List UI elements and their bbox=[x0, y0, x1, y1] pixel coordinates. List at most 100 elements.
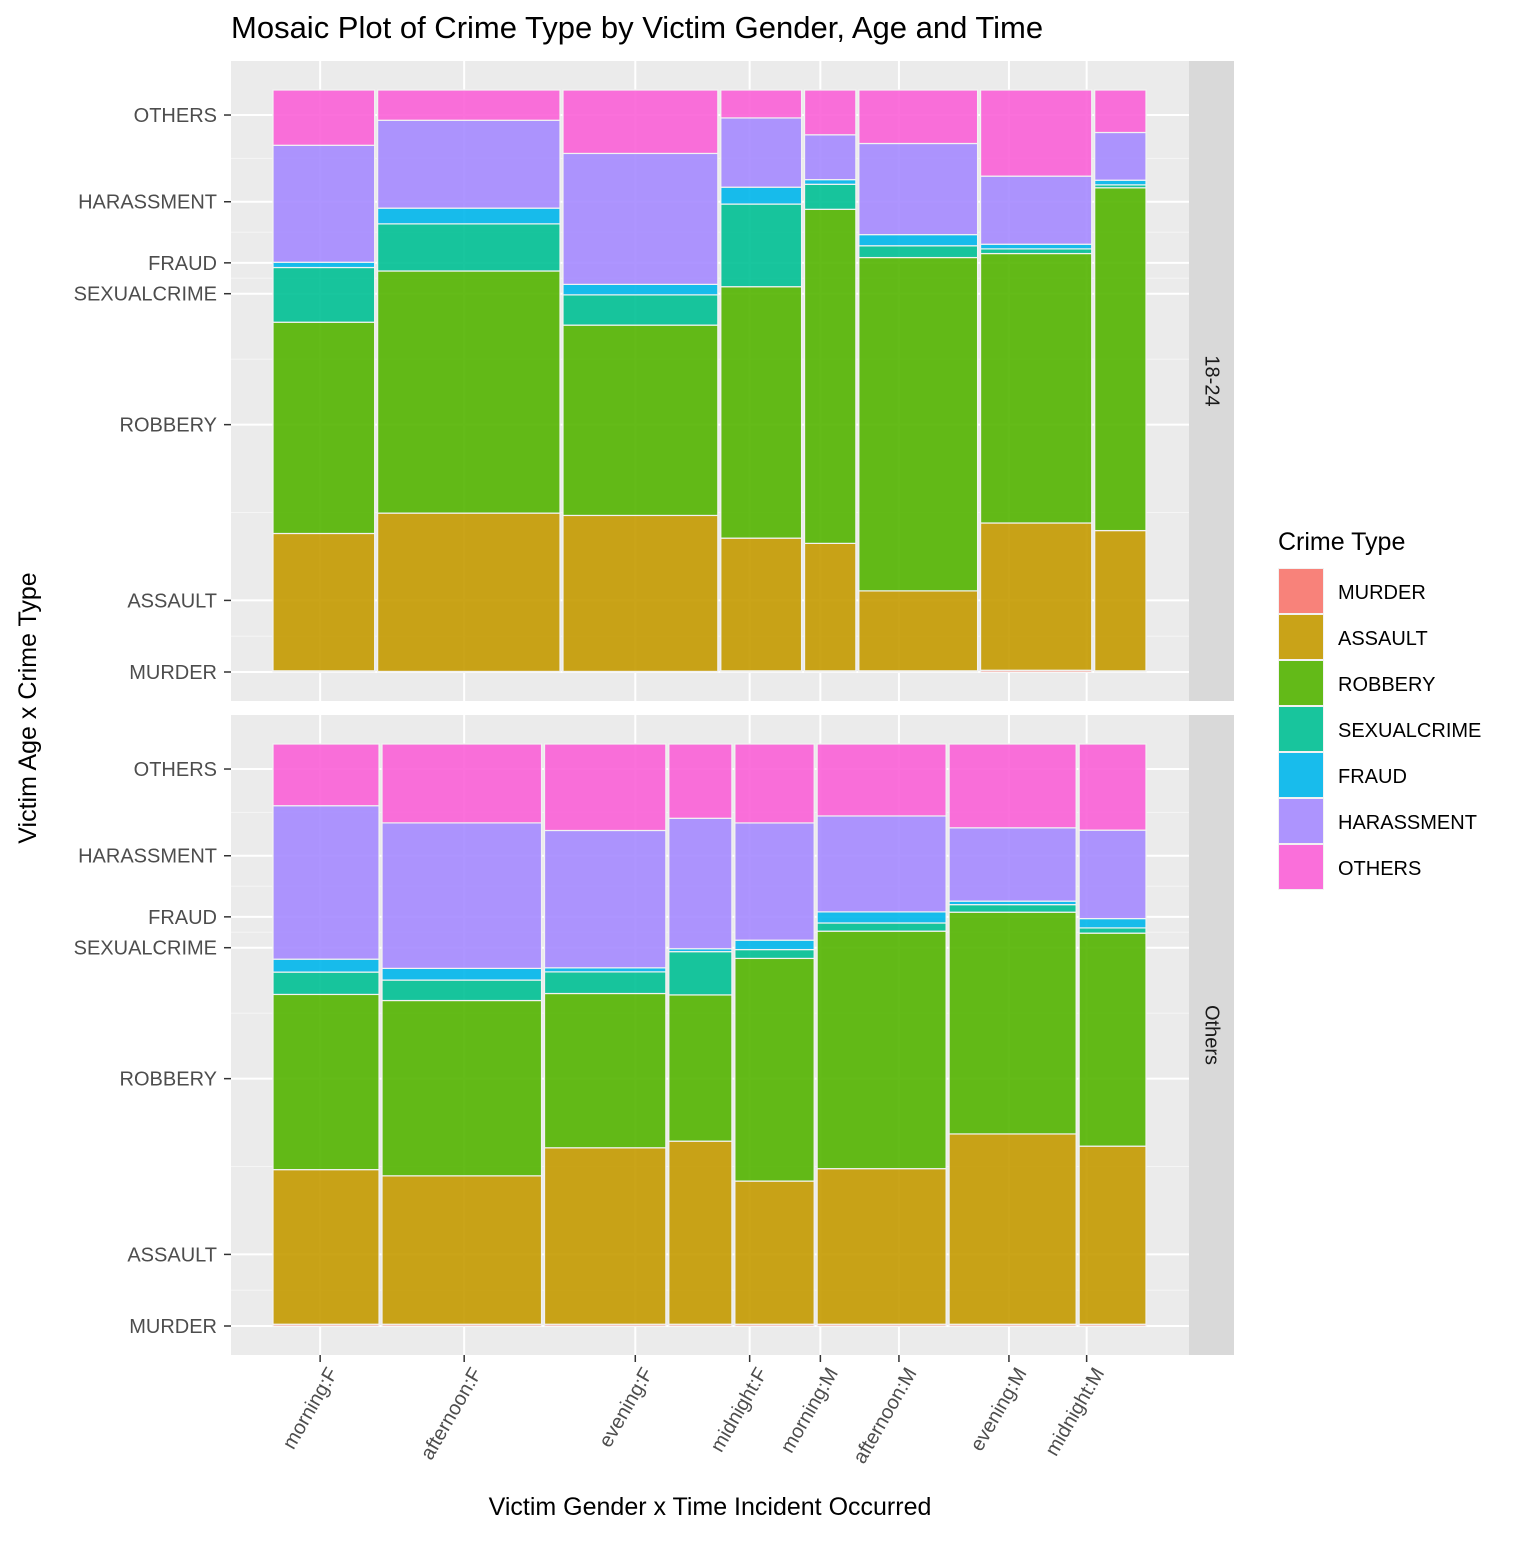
tile-morning-F-others bbox=[272, 743, 380, 807]
y-tick-label: ROBBERY bbox=[120, 415, 217, 437]
legend-label: FRAUD bbox=[1338, 766, 1407, 788]
tile-evening-F-fraud bbox=[562, 283, 719, 296]
tile-evening-F-assault bbox=[562, 514, 719, 673]
y-tick-label: MURDER bbox=[129, 662, 217, 684]
legend-label: ROBBERY bbox=[1338, 674, 1435, 696]
y-tick-label: FRAUD bbox=[148, 907, 217, 929]
tile-midnight-M-harassment bbox=[1078, 829, 1147, 920]
tile-afternoon-F-sexualcrime bbox=[377, 223, 561, 272]
tile-midnight-M-sexualcrime bbox=[1078, 927, 1147, 934]
legend-label: MURDER bbox=[1338, 582, 1426, 604]
tile-midnight-F-others bbox=[720, 89, 803, 119]
tile-morning-M-others bbox=[803, 89, 857, 136]
tile-afternoon-M-others bbox=[816, 743, 947, 817]
tile-morning-M-harassment bbox=[734, 822, 815, 941]
y-tick-label: HARASSMENT bbox=[78, 846, 217, 868]
tile-afternoon-M-fraud bbox=[858, 234, 979, 247]
tile-midnight-F-assault bbox=[668, 1140, 733, 1325]
tile-morning-F-others bbox=[272, 89, 376, 146]
tile-evening-M-assault bbox=[979, 522, 1093, 671]
legend-label: ASSAULT bbox=[1338, 628, 1428, 650]
tile-afternoon-F-harassment bbox=[381, 822, 543, 969]
tile-midnight-F-fraud bbox=[720, 186, 803, 205]
tile-morning-F-robbery bbox=[272, 321, 376, 535]
tile-evening-M-assault bbox=[948, 1133, 1077, 1325]
tile-afternoon-F-others bbox=[381, 743, 543, 824]
tile-morning-M-robbery bbox=[803, 208, 857, 544]
tile-morning-M-others bbox=[734, 743, 815, 824]
y-tick-label: OTHERS bbox=[134, 759, 217, 781]
tile-afternoon-F-others bbox=[377, 89, 561, 121]
tile-evening-F-others bbox=[543, 743, 667, 832]
chart-title: Mosaic Plot of Crime Type by Victim Gend… bbox=[231, 10, 1043, 45]
tile-afternoon-F-harassment bbox=[377, 119, 561, 209]
tile-afternoon-M-robbery bbox=[816, 930, 947, 1170]
tile-afternoon-F-fraud bbox=[377, 207, 561, 225]
tile-evening-M-harassment bbox=[948, 827, 1077, 902]
tile-evening-F-harassment bbox=[562, 152, 719, 285]
tile-midnight-M-fraud bbox=[1078, 917, 1147, 929]
legend-item-robbery: ROBBERY bbox=[1278, 660, 1435, 706]
tile-afternoon-F-fraud bbox=[381, 967, 543, 981]
tile-afternoon-M-assault bbox=[816, 1168, 947, 1325]
tile-evening-M-harassment bbox=[979, 175, 1093, 245]
tile-morning-F-fraud bbox=[272, 261, 376, 269]
y-tick-label: OTHERS bbox=[134, 105, 217, 127]
tile-midnight-M-others bbox=[1094, 89, 1147, 134]
legend-swatch bbox=[1279, 615, 1323, 659]
legend-item-murder: MURDER bbox=[1278, 568, 1426, 614]
tile-evening-M-robbery bbox=[979, 252, 1093, 524]
y-axis-title: Victim Age x Crime Type bbox=[14, 572, 42, 843]
facet-strip-label: Others bbox=[1201, 1005, 1223, 1065]
tile-evening-F-others bbox=[562, 89, 719, 155]
facet-strip bbox=[1189, 61, 1234, 701]
tile-morning-F-harassment bbox=[272, 805, 380, 960]
tile-afternoon-M-harassment bbox=[816, 815, 947, 913]
legend-item-harassment: HARASSMENT bbox=[1278, 798, 1477, 844]
tile-morning-F-fraud bbox=[272, 958, 380, 973]
legend-label: OTHERS bbox=[1338, 858, 1421, 880]
mosaic-tiles bbox=[272, 89, 1147, 673]
y-tick-label: ASSAULT bbox=[127, 590, 217, 612]
tile-afternoon-M-fraud bbox=[816, 911, 947, 924]
tile-midnight-M-robbery bbox=[1094, 187, 1147, 532]
tile-evening-F-robbery bbox=[562, 324, 719, 517]
y-tick-label: FRAUD bbox=[148, 253, 217, 275]
tile-afternoon-M-harassment bbox=[858, 142, 979, 236]
tile-midnight-M-harassment bbox=[1094, 131, 1147, 181]
legend-swatch bbox=[1279, 845, 1323, 889]
tile-evening-F-fraud bbox=[543, 967, 667, 973]
tile-afternoon-F-robbery bbox=[377, 270, 561, 514]
tile-afternoon-M-sexualcrime bbox=[816, 922, 947, 932]
legend-label: HARASSMENT bbox=[1338, 812, 1477, 834]
tile-morning-M-fraud bbox=[734, 939, 815, 951]
legend-swatch bbox=[1279, 799, 1323, 843]
tile-evening-M-sexualcrime bbox=[948, 904, 1077, 913]
legend-item-others: OTHERS bbox=[1278, 844, 1421, 890]
tile-midnight-F-sexualcrime bbox=[668, 951, 733, 996]
tile-morning-F-assault bbox=[272, 1169, 380, 1325]
tile-midnight-M-fraud bbox=[1094, 179, 1147, 186]
tile-morning-M-sexualcrime bbox=[734, 948, 815, 960]
legend-swatch bbox=[1279, 707, 1323, 751]
tile-evening-M-sexualcrime bbox=[979, 248, 1093, 255]
tile-midnight-F-harassment bbox=[668, 817, 733, 950]
tile-evening-M-fraud bbox=[979, 243, 1093, 250]
legend-swatch bbox=[1279, 661, 1323, 705]
tile-evening-M-others bbox=[948, 743, 1077, 829]
legend: Crime Type MURDER ASSAULT ROBBERY SEXUALCRI… bbox=[1278, 528, 1481, 890]
tile-midnight-F-harassment bbox=[720, 117, 803, 188]
tile-afternoon-M-sexualcrime bbox=[858, 245, 979, 259]
tile-morning-F-sexualcrime bbox=[272, 266, 376, 323]
tile-midnight-F-sexualcrime bbox=[720, 203, 803, 288]
tile-morning-F-harassment bbox=[272, 144, 376, 263]
panel-Others: MURDER ASSAULT ROBBERY SEXUALCRIME FRAUD HARA… bbox=[74, 715, 1234, 1468]
tile-morning-M-robbery bbox=[734, 957, 815, 1182]
tile-evening-F-sexualcrime bbox=[543, 971, 667, 995]
tile-midnight-M-assault bbox=[1094, 529, 1147, 672]
tile-midnight-M-assault bbox=[1078, 1145, 1147, 1325]
mosaic-tiles bbox=[272, 743, 1147, 1327]
facet-strip-label: 18-24 bbox=[1201, 355, 1223, 406]
legend-item-assault: ASSAULT bbox=[1278, 614, 1428, 660]
